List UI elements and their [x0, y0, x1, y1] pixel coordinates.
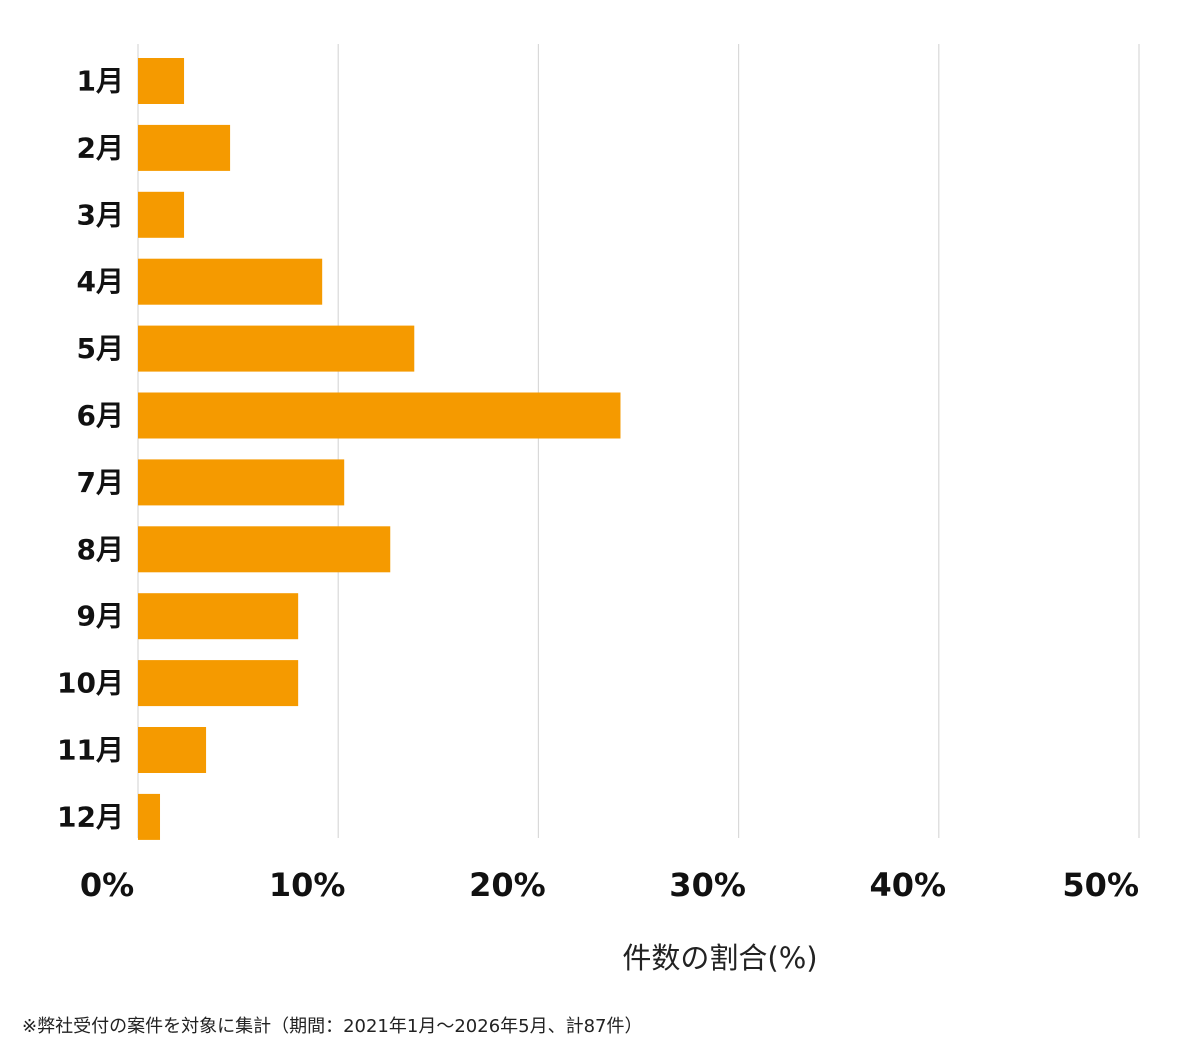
category-label-11: 11月 — [57, 734, 124, 767]
category-label-2: 2月 — [77, 131, 124, 164]
bar-4 — [138, 258, 323, 305]
bar-1 — [138, 58, 185, 104]
category-label-9: 9月 — [77, 600, 124, 633]
x-tick-label-40: 40% — [870, 866, 947, 904]
category-label-7: 7月 — [77, 466, 124, 499]
footnote: ※弊社受付の案件を対象に集計（期間：2021年1月〜2026年5月、計87件） — [22, 1016, 643, 1037]
bar-12 — [138, 793, 161, 840]
category-label-4: 4月 — [77, 265, 124, 298]
category-label-10: 10月 — [57, 667, 124, 700]
bar-2 — [138, 124, 231, 171]
bar-8 — [138, 526, 391, 573]
category-label-8: 8月 — [77, 533, 124, 566]
x-tick-label-30: 30% — [669, 866, 746, 904]
x-tick-label-10: 10% — [269, 866, 346, 904]
bar-3 — [138, 191, 185, 238]
category-labels: 1月 2月 3月 4月 5月 6月 7月 8月 9月 10月 11月 12月 — [57, 65, 124, 834]
bars — [138, 58, 621, 840]
bar-7 — [138, 459, 345, 506]
bar-11 — [138, 727, 207, 773]
bar-9 — [138, 593, 299, 640]
category-label-6: 6月 — [77, 399, 124, 432]
gridlines — [137, 44, 1140, 838]
category-label-5: 5月 — [77, 332, 124, 365]
x-tick-label-20: 20% — [469, 866, 546, 904]
x-axis-title: 件数の割合(%) — [622, 941, 817, 975]
category-label-3: 3月 — [77, 198, 124, 231]
x-tick-label-0: 0% — [80, 866, 134, 904]
bar-5 — [138, 325, 415, 372]
category-label-1: 1月 — [77, 65, 124, 98]
x-tick-label-50: 50% — [1062, 866, 1139, 904]
bar-6 — [138, 392, 621, 439]
x-tick-labels: 0% 10% 20% 30% 40% 50% — [80, 866, 1139, 904]
bar-10 — [138, 660, 299, 707]
category-label-12: 12月 — [57, 800, 124, 833]
